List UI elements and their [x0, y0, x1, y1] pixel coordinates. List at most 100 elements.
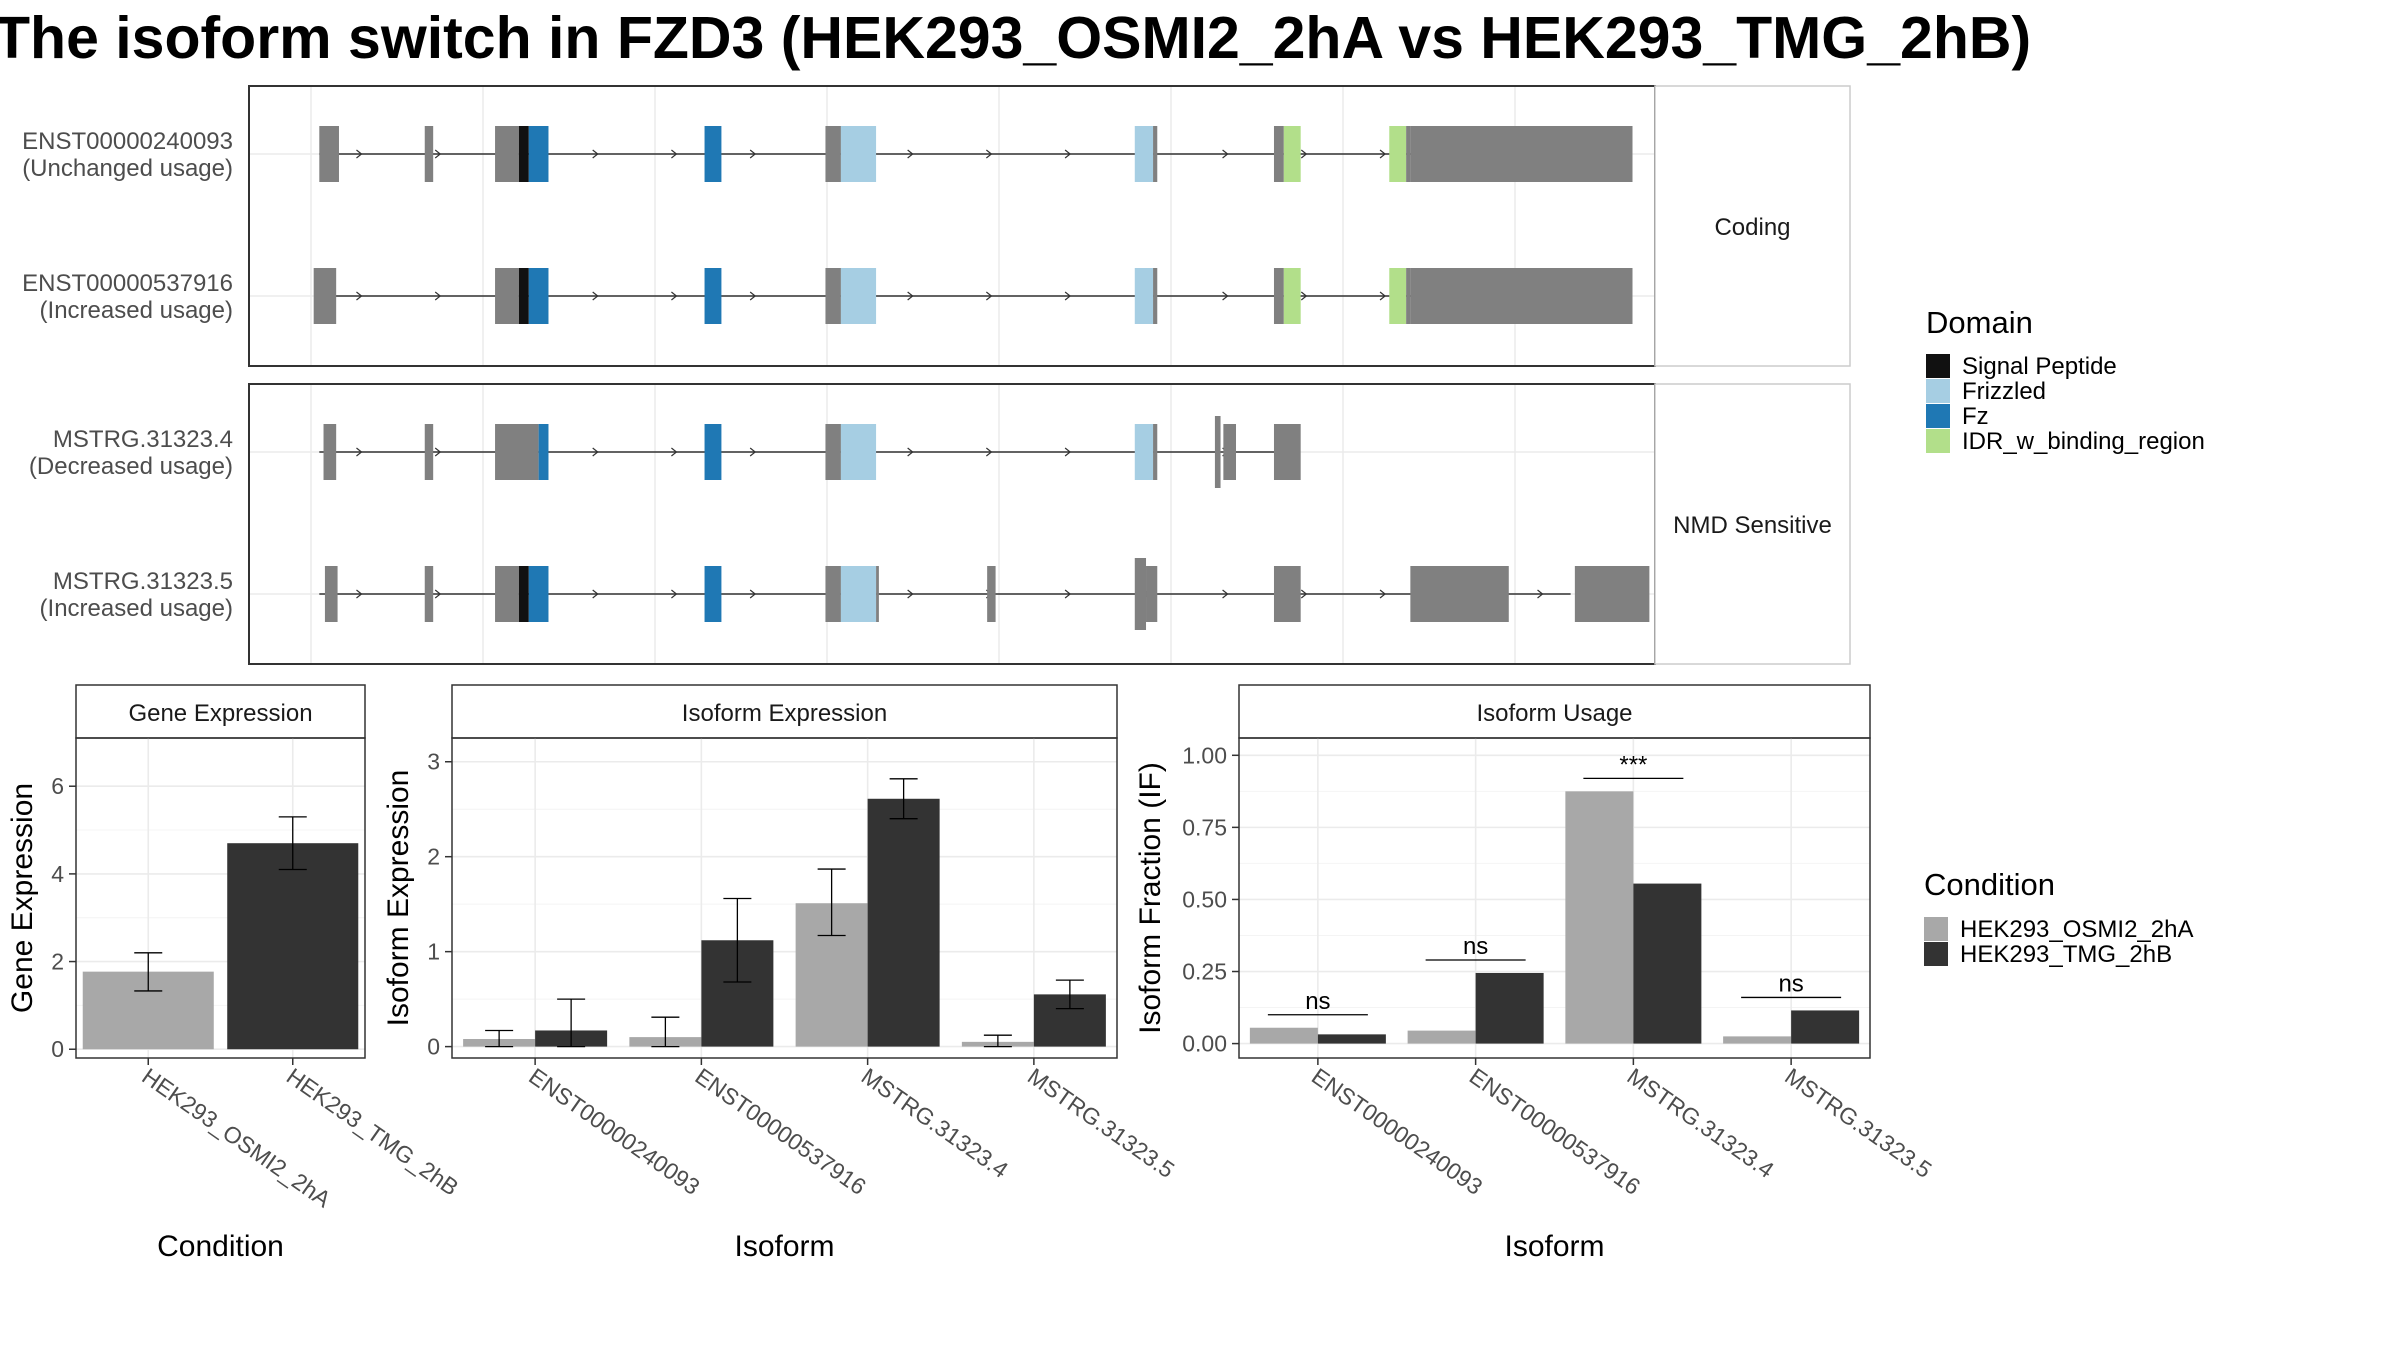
y-tick-label: 0: [427, 1034, 440, 1060]
transcript-structure-plot: ENST00000240093(Unchanged usage) ENST0000…: [22, 85, 1851, 665]
isoform-name-label: MSTRG.31323.5: [53, 568, 233, 595]
intron-arrow: [749, 589, 757, 599]
intron-arrow: [356, 149, 363, 159]
bar-condition-a: [1565, 791, 1634, 1044]
exon-utr: [1146, 566, 1158, 622]
x-axis-title: Condition: [157, 1230, 284, 1263]
intron-arrow: [592, 149, 599, 159]
exon-fz: [704, 424, 722, 480]
bar-condition-b: [227, 843, 359, 1050]
y-tick-label: 4: [51, 861, 64, 887]
isoform-usage-label: (Decreased usage): [29, 453, 233, 480]
intron-arrow: [356, 447, 363, 457]
bar-condition-a: [1407, 1030, 1476, 1044]
intron-arrow: [749, 291, 757, 301]
intron-arrow: [592, 291, 599, 301]
significance-label: ns: [1778, 970, 1803, 997]
exon-fz: [528, 566, 549, 622]
isoform-usage-label: (Unchanged usage): [22, 155, 233, 182]
y-tick-label: 0: [51, 1036, 64, 1062]
chart-panel-border: [451, 737, 1118, 1059]
bar-condition-b: [1475, 972, 1544, 1044]
x-tick-label: MSTRG.31323.4: [857, 1063, 1013, 1183]
intron-arrow: [1379, 589, 1387, 599]
y-tick-label: 2: [427, 844, 440, 870]
intron-arrow: [1064, 149, 1072, 159]
domain-legend-label: Fz: [1962, 403, 1989, 430]
exon-utr: [323, 424, 337, 480]
y-tick-label: 0.75: [1182, 814, 1227, 840]
domain-legend-swatch: [1926, 379, 1950, 403]
domain-legend-swatch: [1926, 429, 1950, 453]
exon-utr: [1273, 424, 1301, 480]
exon-signal-peptide: [518, 566, 529, 622]
condition-legend-label: HEK293_TMG_2hB: [1960, 941, 2172, 968]
exon-utr: [424, 566, 434, 622]
intron-arrow: [434, 447, 442, 457]
exon-utr: [1273, 126, 1284, 182]
y-tick-label: 1: [427, 939, 440, 965]
intron-arrow: [1379, 149, 1387, 159]
isoform-name-label: ENST00000240093: [22, 128, 233, 155]
exon-utr: [1410, 126, 1633, 182]
exon-fz: [528, 126, 549, 182]
exon-frizzled: [1134, 126, 1154, 182]
y-tick-label: 3: [427, 749, 440, 775]
intron-arrow: [907, 447, 914, 457]
structure-strip-label: NMD Sensitive: [1673, 512, 1832, 539]
x-tick-label: MSTRG.31323.5: [1023, 1063, 1179, 1183]
x-tick-label: MSTRG.31323.5: [1780, 1063, 1936, 1183]
exon-utr: [424, 424, 434, 480]
significance-label: ns: [1463, 933, 1488, 960]
exon-frizzled: [1134, 268, 1154, 324]
exon-utr: [495, 268, 519, 324]
exon-utr: [495, 424, 539, 480]
intron-arrow: [592, 447, 599, 457]
exon-utr: [313, 268, 337, 324]
significance-label: ns: [1305, 988, 1330, 1015]
exon-utr: [1273, 566, 1301, 622]
exon-utr: [1223, 424, 1237, 480]
x-axis-title: Isoform: [1504, 1230, 1604, 1263]
condition-legend-label: HEK293_OSMI2_2hA: [1960, 916, 2193, 943]
intron-arrow: [1300, 589, 1308, 599]
isoform-name-label: MSTRG.31323.4: [53, 426, 233, 453]
exon-utr: [1410, 566, 1509, 622]
bar-condition-b: [1317, 1034, 1386, 1044]
exon-signal-peptide: [518, 268, 529, 324]
exon-utr: [1410, 268, 1633, 324]
significance-label: ***: [1619, 751, 1647, 778]
chart-strip: [451, 684, 1118, 739]
intron-arrow: [985, 149, 993, 159]
chart-strip-label: Isoform Usage: [1476, 700, 1632, 727]
intron-arrow: [671, 447, 678, 457]
y-tick-label: 1.00: [1182, 742, 1227, 768]
intron-arrow: [356, 589, 363, 599]
chart-strip: [75, 684, 366, 739]
structure-strip: [1654, 85, 1851, 367]
isoform-usage-label: (Increased usage): [40, 297, 233, 324]
intron-arrow: [749, 149, 757, 159]
intron-arrow: [907, 589, 914, 599]
x-tick-label: ENST00000537916: [691, 1063, 871, 1200]
exon-fz: [538, 424, 549, 480]
exon-utr: [825, 566, 841, 622]
y-axis-title: Isoform Fraction (IF): [1134, 762, 1167, 1034]
isoform-name-label: ENST00000537916: [22, 270, 233, 297]
chart-strip-label: Isoform Expression: [682, 700, 887, 727]
domain-legend-label: IDR_w_binding_region: [1962, 428, 2205, 455]
bar-condition-a: [1723, 1036, 1792, 1044]
bar-condition-b: [1633, 883, 1702, 1044]
bar-condition-b: [1791, 1010, 1860, 1044]
exon-fz: [704, 268, 722, 324]
exon-utr: [495, 126, 519, 182]
intron-arrow: [985, 447, 993, 457]
exon-utr: [1153, 424, 1158, 480]
exon-frizzled: [840, 268, 877, 324]
exon-frizzled: [840, 566, 877, 622]
y-tick-label: 0.25: [1182, 959, 1227, 985]
bar-condition-b: [867, 798, 940, 1047]
domain-legend-title: Domain: [1926, 305, 2033, 340]
intron-arrow: [592, 589, 599, 599]
structure-strip: [1654, 383, 1851, 665]
